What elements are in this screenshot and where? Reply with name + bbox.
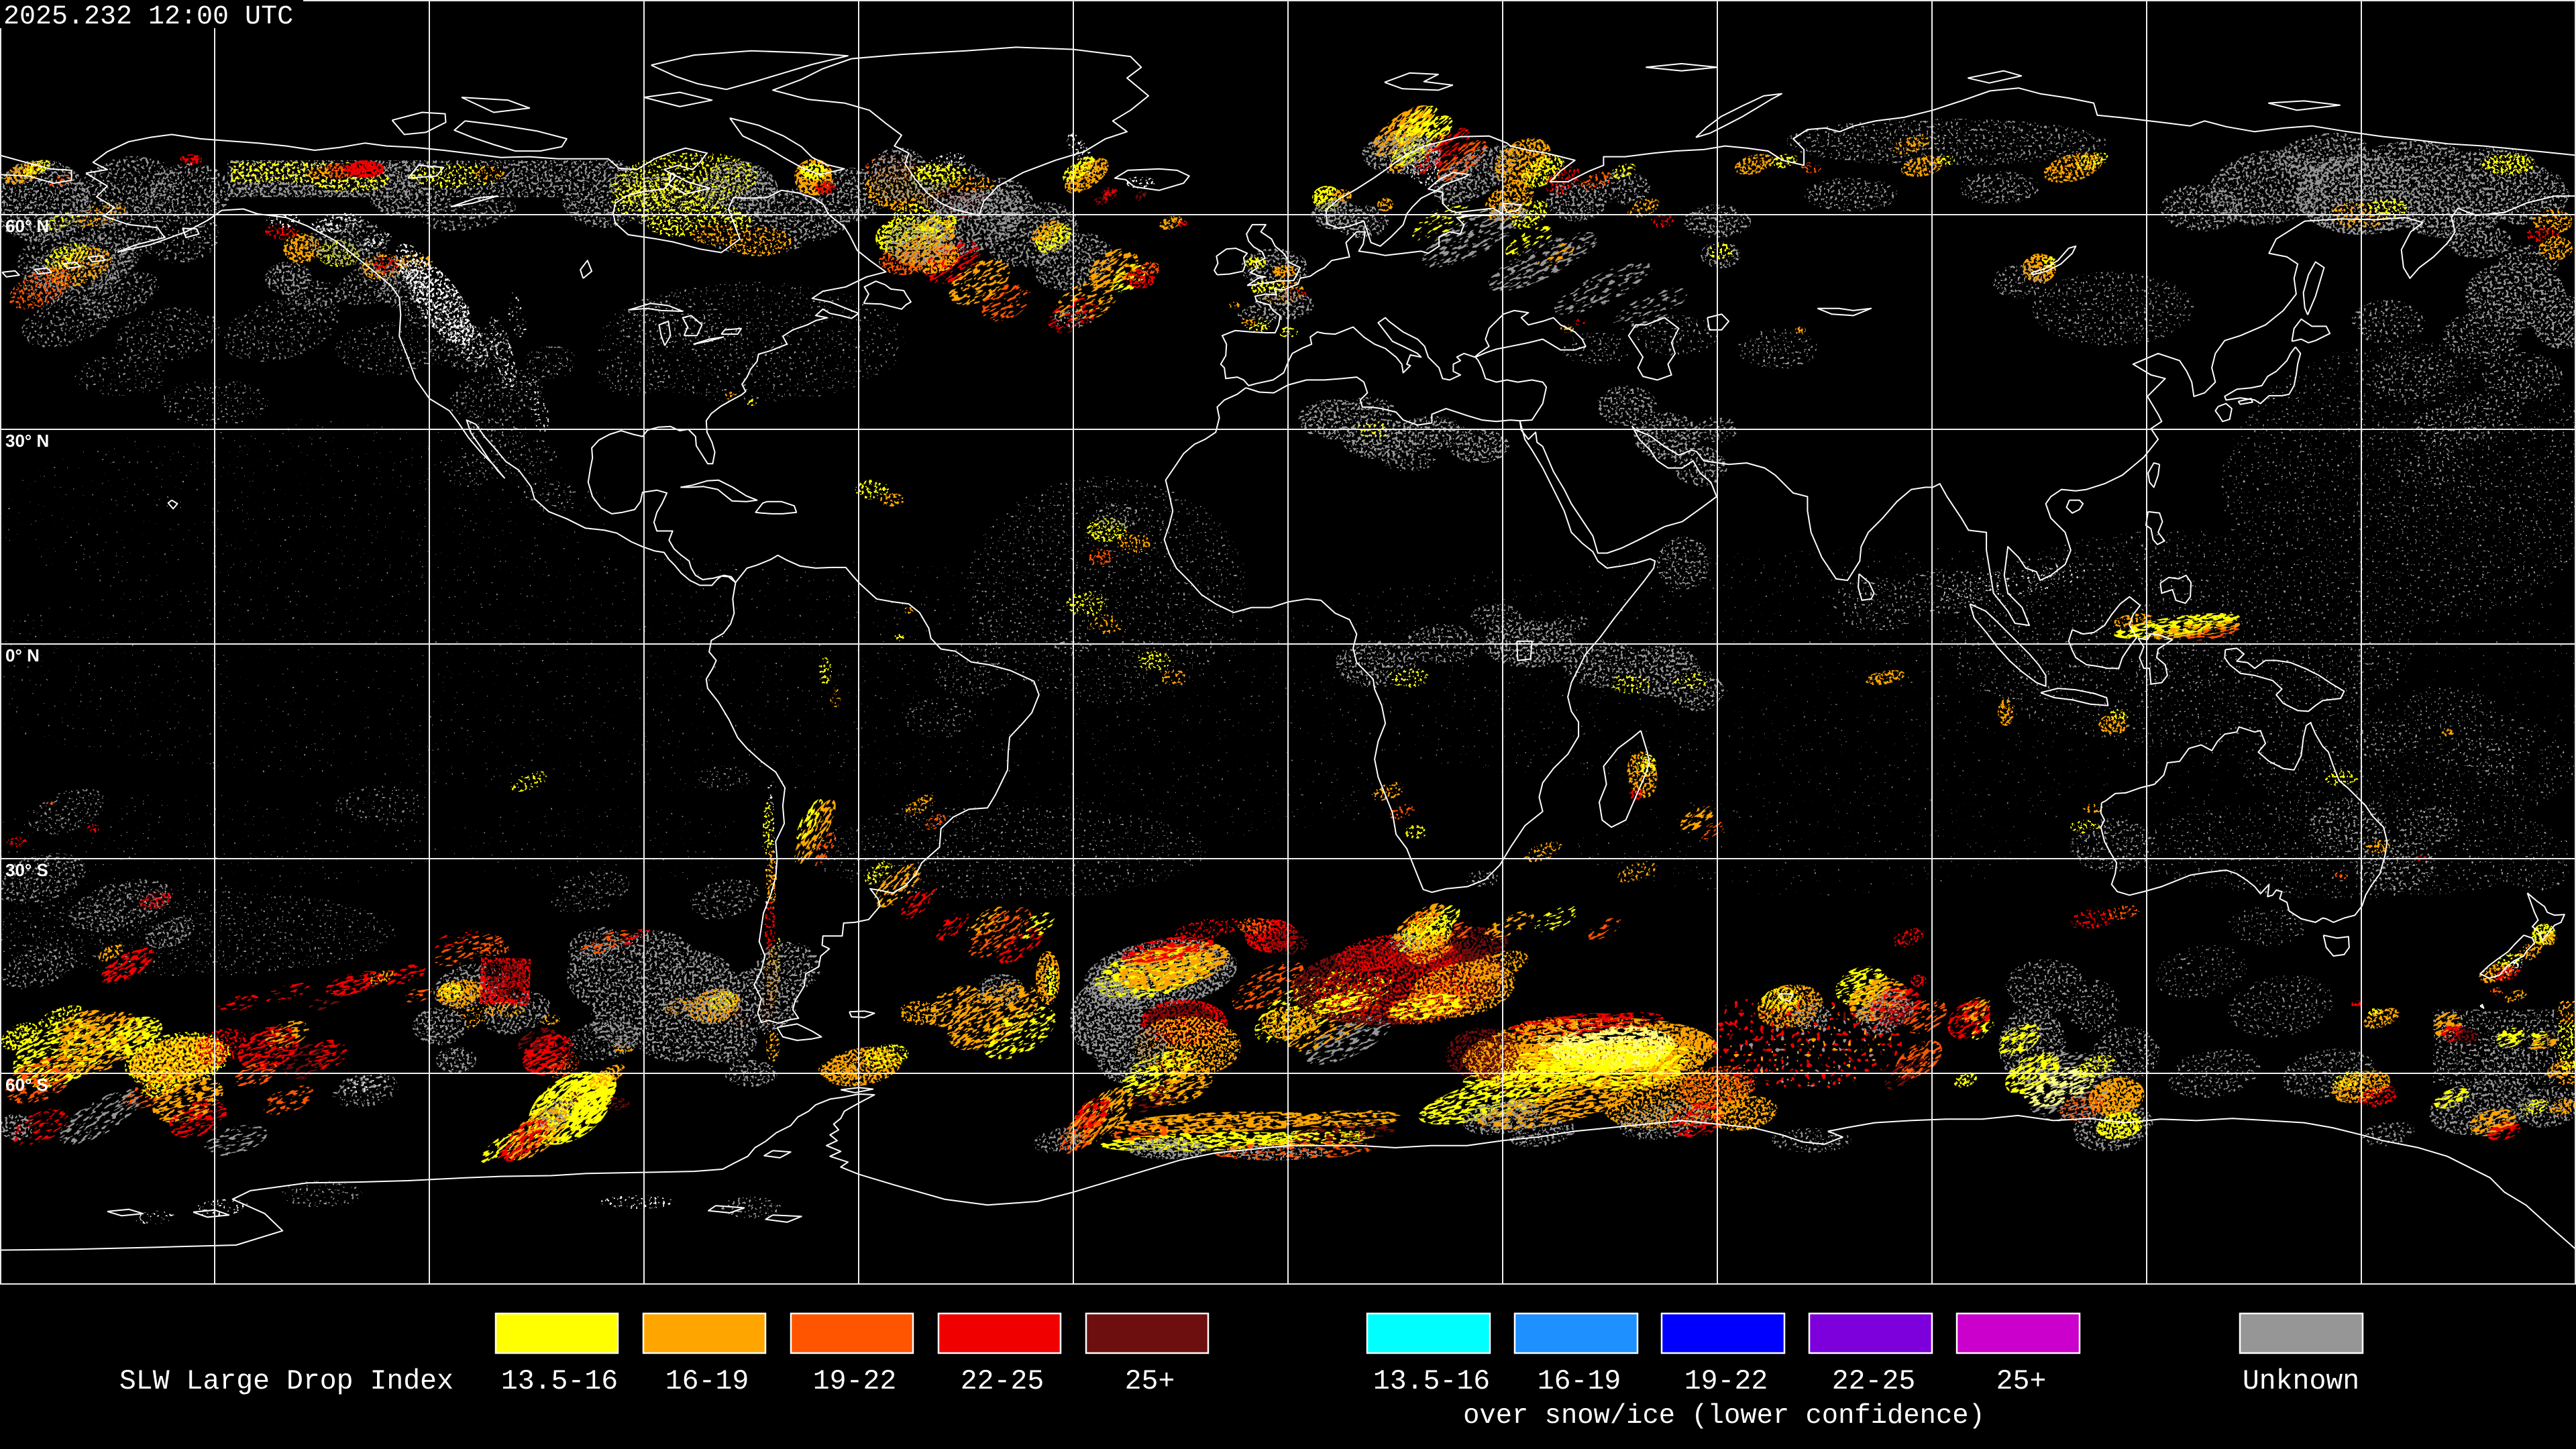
svg-text:25+: 25+ [1125,1366,1175,1397]
svg-text:30° N: 30° N [5,431,49,451]
svg-text:0° N: 0° N [5,645,40,665]
svg-text:19-22: 19-22 [1684,1366,1768,1397]
svg-text:Unknown: Unknown [2243,1366,2359,1397]
svg-text:over snow/ice (lower confidenc: over snow/ice (lower confidence) [1463,1401,1985,1432]
svg-text:2025.232 12:00 UTC: 2025.232 12:00 UTC [3,2,293,32]
svg-text:13.5-16: 13.5-16 [501,1366,618,1397]
svg-text:SLW Large Drop Index: SLW Large Drop Index [119,1366,453,1397]
svg-text:13.5-16: 13.5-16 [1373,1366,1490,1397]
svg-text:60° S: 60° S [5,1075,48,1095]
svg-text:19-22: 19-22 [813,1366,897,1397]
svg-text:22-25: 22-25 [961,1366,1044,1397]
svg-text:16-19: 16-19 [1538,1366,1621,1397]
svg-text:22-25: 22-25 [1832,1366,1916,1397]
svg-text:30° S: 30° S [5,860,48,880]
svg-text:25+: 25+ [1996,1366,2047,1397]
svg-text:16-19: 16-19 [665,1366,749,1397]
svg-text:60° N: 60° N [5,216,49,236]
